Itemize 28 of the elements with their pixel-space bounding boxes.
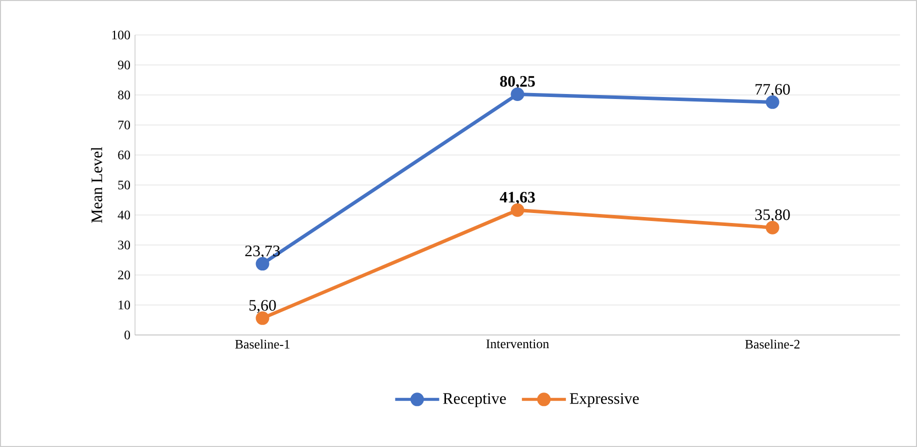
y-tick-label: 70	[118, 120, 130, 130]
point	[766, 220, 780, 234]
data-label: 23,73	[245, 246, 280, 259]
y-tick-label: 50	[118, 180, 130, 190]
x-tick-label: Baseline-1	[235, 340, 290, 349]
data-label: 77,60	[756, 84, 790, 97]
point	[510, 203, 524, 217]
y-tick-label: 30	[118, 240, 130, 250]
y-tick-label: 20	[118, 270, 130, 280]
legend-label: Expressive	[570, 393, 639, 408]
y-tick-label: 100	[112, 30, 130, 40]
x-tick-label: Intervention	[486, 340, 549, 348]
point	[766, 95, 780, 109]
y-tick-label: 0	[124, 330, 130, 340]
legend-label: Receptive	[443, 393, 506, 408]
y-tick-label: 10	[118, 300, 130, 310]
data-label: 80,25	[500, 76, 535, 90]
y-tick-label: 40	[118, 210, 130, 220]
y-tick-label: 60	[118, 150, 130, 160]
data-label: 5,60	[249, 300, 276, 313]
y-axis-title: Mean Level	[91, 147, 102, 223]
point	[256, 257, 270, 271]
y-tick-label: 90	[118, 60, 130, 70]
data-label: 35,80	[755, 209, 790, 222]
x-tick-label: Baseline-2	[745, 340, 800, 349]
y-tick-label: 80	[118, 90, 130, 100]
point	[510, 87, 524, 101]
data-label: 41,63	[500, 192, 535, 205]
